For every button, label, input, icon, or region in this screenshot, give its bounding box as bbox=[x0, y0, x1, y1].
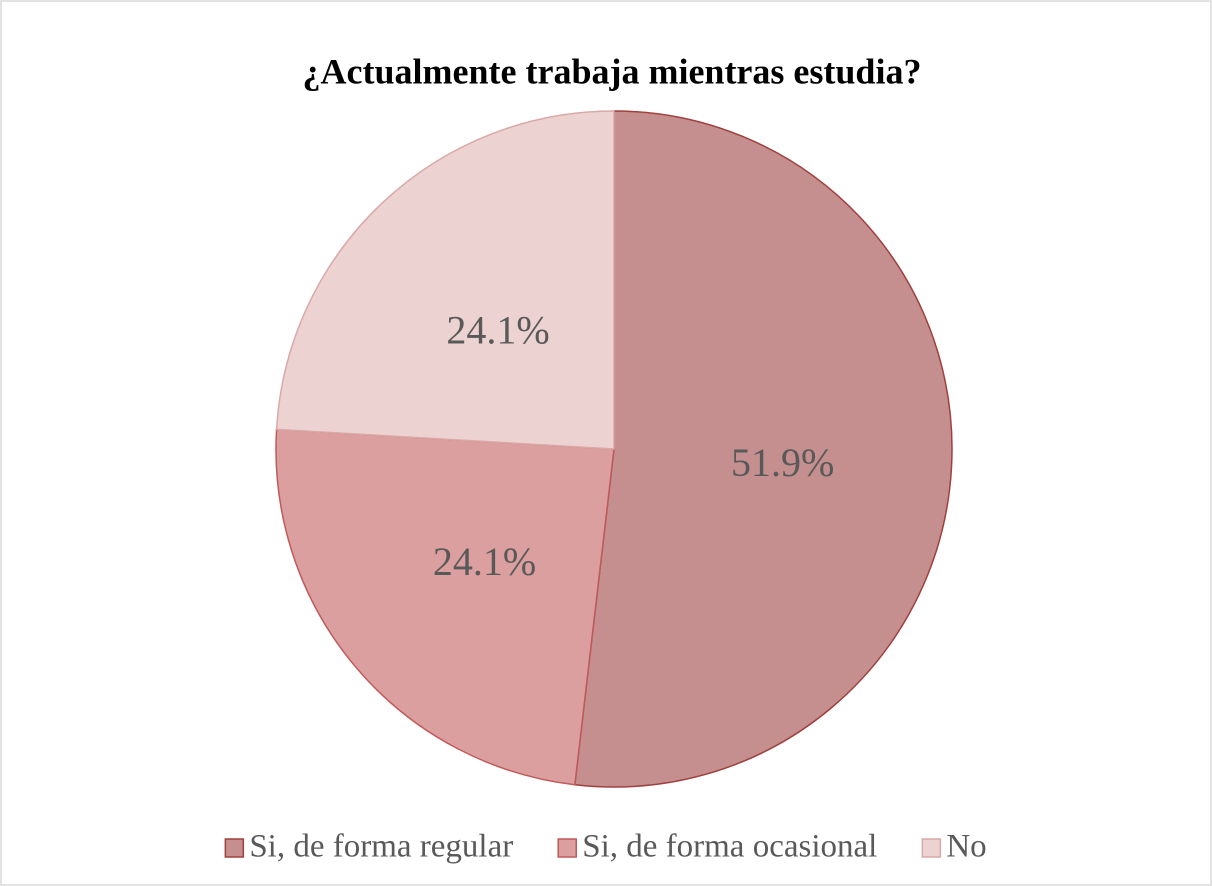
chart-title: ¿Actualmente trabaja mientras estudia? bbox=[303, 51, 922, 91]
data-label: 51.9% bbox=[731, 440, 834, 485]
legend-label: Si, de forma ocasional bbox=[582, 829, 877, 865]
legend-swatch bbox=[224, 838, 245, 858]
data-label: 24.1% bbox=[433, 539, 536, 584]
pie-slice bbox=[275, 110, 615, 450]
legend-label: Si, de forma regular bbox=[249, 829, 513, 865]
legend-swatch bbox=[921, 838, 942, 858]
pie-slice bbox=[574, 110, 953, 788]
pie-slice bbox=[275, 428, 615, 786]
legend-swatch bbox=[557, 838, 577, 858]
data-label: 24.1% bbox=[446, 307, 549, 352]
legend-label: No bbox=[946, 829, 986, 865]
